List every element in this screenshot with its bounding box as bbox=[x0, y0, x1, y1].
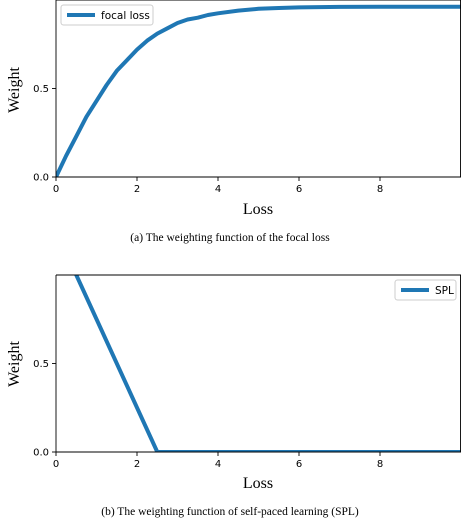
x-tick-label: 2 bbox=[134, 459, 140, 470]
x-tick-label: 6 bbox=[296, 459, 302, 470]
legend: SPL bbox=[394, 279, 457, 301]
y-tick-label: 0.5 bbox=[33, 84, 49, 95]
panel-a-ylabel: Weight bbox=[6, 67, 23, 113]
panel-a-xlabel: Loss bbox=[243, 201, 273, 218]
series-line-spl bbox=[74, 275, 461, 452]
panel-b-ylabel: Weight bbox=[6, 341, 23, 387]
panel-a: Weight Loss (a) The weighting function o… bbox=[6, 0, 461, 244]
x-tick-label: 6 bbox=[296, 184, 302, 195]
x-tick-label: 0 bbox=[53, 459, 59, 470]
y-tick-label: 0.0 bbox=[33, 448, 49, 459]
y-tick-label: 0.0 bbox=[33, 173, 49, 184]
axes-frame bbox=[55, 0, 461, 178]
legend-label: focal loss bbox=[101, 10, 150, 22]
panel-b: Weight Loss (b) The weighting function o… bbox=[6, 274, 461, 518]
x-tick-label: 4 bbox=[215, 459, 221, 470]
x-tick-label: 0 bbox=[53, 184, 59, 195]
y-tick-label: 0.5 bbox=[33, 359, 49, 370]
x-tick-label: 8 bbox=[377, 184, 383, 195]
panel-b-caption: (b) The weighting function of self-paced… bbox=[101, 506, 359, 518]
x-tick-label: 2 bbox=[134, 184, 140, 195]
legend-label: SPL bbox=[435, 285, 454, 297]
legend: focal loss bbox=[60, 4, 154, 26]
panel-b-xlabel: Loss bbox=[243, 475, 273, 492]
x-tick-label: 8 bbox=[377, 459, 383, 470]
series-line-focal-loss bbox=[56, 4, 461, 177]
panel-a-caption: (a) The weighting function of the focal … bbox=[130, 232, 330, 244]
x-tick-label: 4 bbox=[215, 184, 221, 195]
